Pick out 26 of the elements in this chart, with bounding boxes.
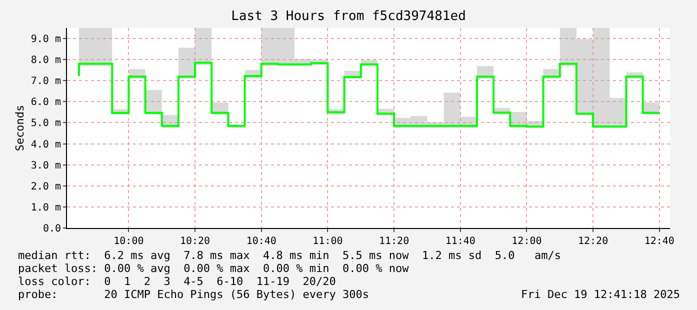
text: probe: 20 ICMP Echo Pings (56 Bytes) every 300s xyxy=(18,288,369,301)
text: Fri Dec 19 12:41:18 2025 xyxy=(521,288,680,301)
x-tick-label: 12:20 xyxy=(578,236,608,247)
x-tick-label: 11:00 xyxy=(312,236,343,247)
x-tick-label: 10:20 xyxy=(180,236,210,247)
y-tick-label: 2.0 m xyxy=(30,181,61,192)
y-tick-label: 9.0 m xyxy=(30,34,61,46)
chart-title: Last 3 Hours from f5cd397481ed xyxy=(231,8,466,24)
y-axis-title: Seconds xyxy=(14,104,27,152)
y-tick-label: 8.0 m xyxy=(30,55,61,66)
text: median rtt: 6.2 ms avg 7.8 ms max 4.8 ms min 5.5 ms now 1.2 ms sd 5.0 am/s xyxy=(18,249,562,262)
y-tick-label: 6.0 m xyxy=(30,97,61,108)
y-tick-label: 7.0 m xyxy=(30,76,61,88)
x-tick-label: 12:00 xyxy=(512,236,542,247)
x-tick-label: 10:00 xyxy=(114,236,144,247)
x-tick-label: 11:20 xyxy=(378,236,410,247)
y-tick-label: 3.0 m xyxy=(30,160,61,172)
x-tick-label: 11:40 xyxy=(445,236,476,247)
y-tick-label: 5.0 m xyxy=(30,118,61,130)
text: packet loss: 0.00 % avg 0.00 % max 0.00 % min 0.00 % now xyxy=(18,262,410,275)
y-tick-label: 0.0 xyxy=(42,224,61,234)
y-tick-label: 4.0 m xyxy=(30,139,61,150)
y-tick-label: 1.0 m xyxy=(30,202,61,214)
text: loss color: 0 1 2 3 4-5 6-10 11-19 20/20 xyxy=(18,275,336,288)
x-tick-label: 12:40 xyxy=(644,236,674,247)
x-tick-label: 10:40 xyxy=(246,236,276,247)
